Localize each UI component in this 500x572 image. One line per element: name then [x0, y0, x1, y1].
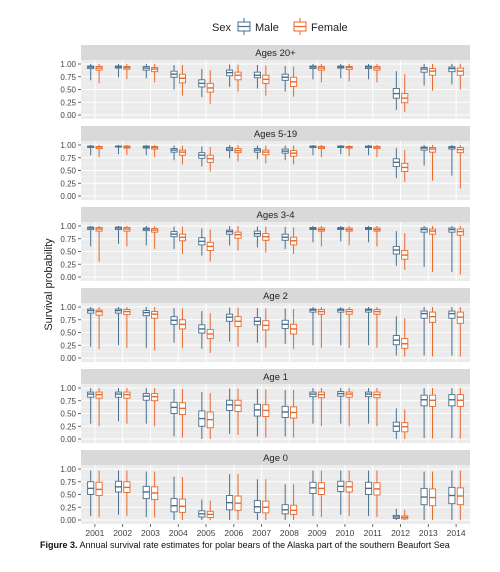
x-tick-label: 2010 [336, 528, 355, 538]
y-tick-label: 1.00 [60, 222, 76, 231]
caption-text: Annual survival rate estimates for polar… [79, 540, 450, 550]
x-tick-label: 2003 [141, 528, 160, 538]
y-tick-label: 0.75 [60, 235, 76, 244]
panel-strip-label: Age 2 [263, 291, 288, 302]
panel-strip [81, 450, 470, 465]
x-tick-label: 2009 [308, 528, 327, 538]
panel-strip-label: Age 1 [263, 372, 288, 383]
y-tick-label: 0.25 [60, 179, 76, 188]
x-tick-label: 2013 [419, 528, 438, 538]
x-tick-label: 2005 [197, 528, 216, 538]
female-box [95, 309, 103, 316]
x-tick-label: 2014 [447, 528, 466, 538]
panel-strip [81, 45, 470, 60]
y-tick-label: 0.25 [60, 98, 76, 107]
x-axis: 2001 2002 2003 2004 2005 2006 2007 2008 2009 2010… [85, 524, 466, 538]
panel-strip [81, 126, 470, 141]
y-axis-label: Survival probability [43, 238, 55, 331]
y-tick-label: 0.75 [60, 478, 76, 487]
y-tick-label: 0.50 [60, 410, 76, 419]
male-box [420, 67, 428, 73]
y-tick-label: 0.00 [60, 435, 76, 444]
y-tick-label: 0.75 [60, 154, 76, 163]
y-tick-label: 0.25 [60, 341, 76, 350]
x-tick-label: 2006 [224, 528, 243, 538]
facet-panels: Ages 20+ 0.00 0.25 0.50 0.75 1.00 Ages 5-19 0.0… [60, 45, 470, 525]
y-tick-label: 1.00 [60, 465, 76, 474]
female-box [151, 311, 159, 319]
x-tick-label: 2012 [391, 528, 410, 538]
male-box [448, 66, 456, 73]
panel: Ages 3-4 0.00 0.25 0.50 0.75 1.00 [60, 207, 470, 282]
y-tick-label: 0.50 [60, 86, 76, 95]
y-tick-label: 0.50 [60, 329, 76, 338]
panel: Ages 20+ 0.00 0.25 0.50 0.75 1.00 [60, 45, 470, 120]
x-tick-label: 2004 [169, 528, 188, 538]
x-tick-label: 2011 [364, 528, 383, 538]
panel-strip [81, 288, 470, 303]
panel-strip-label: Ages 5-19 [254, 129, 297, 140]
y-tick-label: 1.00 [60, 60, 76, 69]
legend: Sex Male Female [212, 18, 348, 35]
panel-strip-label: Age 0 [263, 453, 288, 464]
panel: Age 2 0.00 0.25 0.50 0.75 1.00 [60, 288, 470, 363]
x-tick-label: 2007 [252, 528, 271, 538]
legend-label-female: Female [311, 22, 348, 34]
legend-title: Sex [212, 22, 231, 34]
panel-strip-label: Ages 20+ [255, 48, 296, 59]
female-box [234, 71, 242, 81]
y-tick-label: 0.50 [60, 167, 76, 176]
y-tick-label: 0.75 [60, 73, 76, 82]
female-box [428, 147, 437, 153]
legend-label-male: Male [255, 22, 279, 34]
y-tick-label: 0.50 [60, 248, 76, 257]
male-box [420, 310, 428, 319]
y-tick-label: 0.00 [60, 516, 76, 525]
y-tick-label: 0.25 [60, 503, 76, 512]
survival-boxplot-figure: Sex Male Female Ages 20+ 0.00 0.25 0.50 0.75 1.… [43, 18, 470, 540]
y-tick-label: 0.50 [60, 491, 76, 500]
panel-strip-label: Ages 3-4 [256, 210, 294, 221]
y-tick-label: 0.75 [60, 316, 76, 325]
y-tick-label: 0.00 [60, 273, 76, 282]
panel: Ages 5-19 0.00 0.25 0.50 0.75 1.00 [60, 126, 470, 201]
female-box [428, 68, 437, 76]
male-box [420, 394, 428, 407]
x-tick-label: 2008 [280, 528, 299, 538]
panel-strip [81, 369, 470, 384]
y-tick-label: 0.75 [60, 397, 76, 406]
male-box [448, 310, 456, 319]
figure-caption: Figure 3. Annual survival rate estimates… [40, 540, 495, 551]
caption-label: Figure 3. [40, 540, 78, 550]
y-tick-label: 0.25 [60, 260, 76, 269]
x-axis-label: Year [264, 539, 287, 540]
male-box [142, 393, 150, 401]
x-tick-label: 2001 [85, 528, 104, 538]
y-tick-label: 0.00 [60, 111, 76, 120]
y-tick-label: 1.00 [60, 384, 76, 393]
panel: Age 1 0.00 0.25 0.50 0.75 1.00 [60, 369, 470, 444]
y-tick-label: 1.00 [60, 141, 76, 150]
y-tick-label: 1.00 [60, 303, 76, 312]
y-tick-label: 0.00 [60, 192, 76, 201]
y-tick-label: 0.25 [60, 422, 76, 431]
x-tick-label: 2002 [113, 528, 132, 538]
panel-strip [81, 207, 470, 222]
panel: Age 0 0.00 0.25 0.50 0.75 1.00 [60, 450, 470, 525]
y-tick-label: 0.00 [60, 354, 76, 363]
